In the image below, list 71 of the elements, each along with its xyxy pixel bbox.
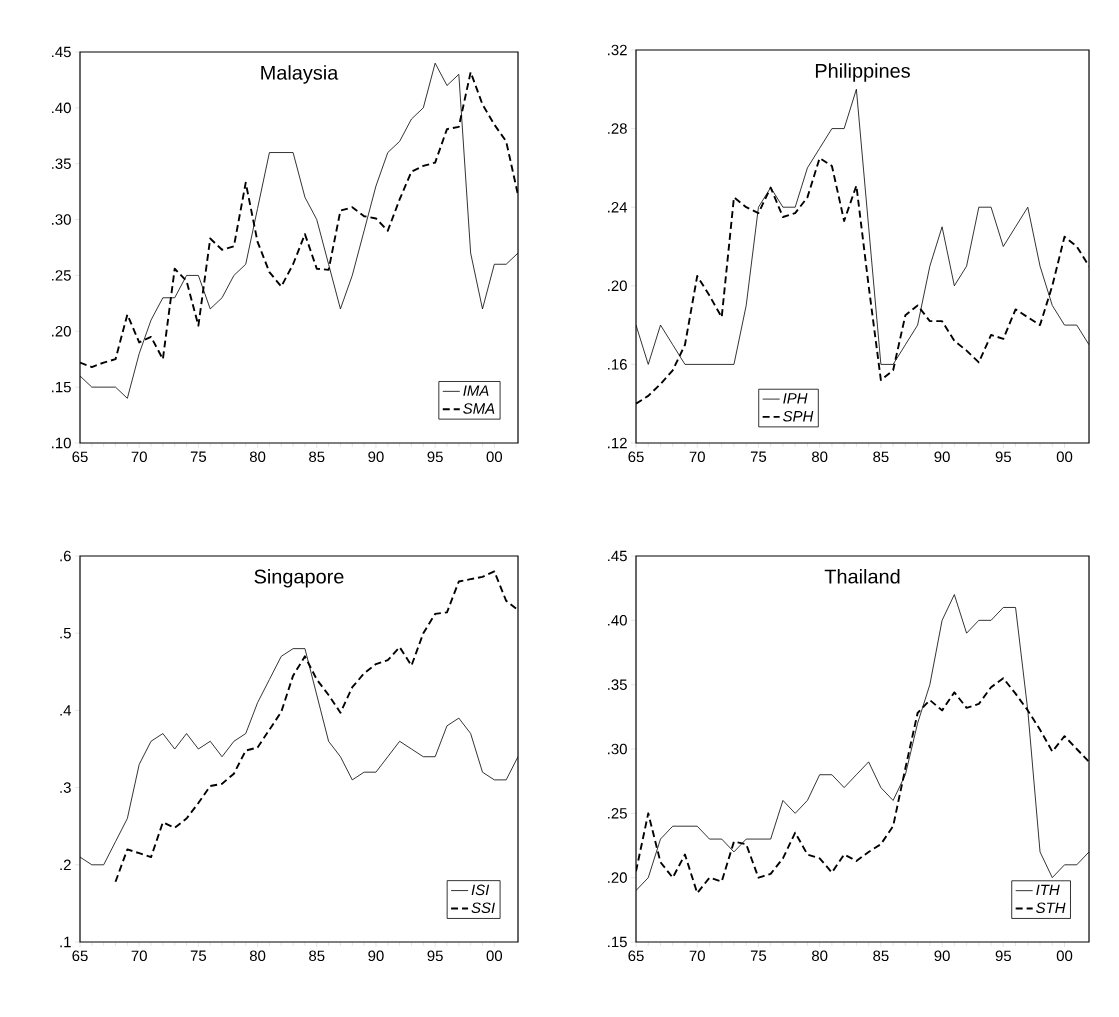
x-tick-label: 85 (309, 451, 325, 463)
y-tick-label: .30 (52, 214, 71, 225)
text: Singapore (254, 568, 344, 588)
x-tick-label: 70 (131, 451, 147, 463)
y-tick-label: .1 (60, 936, 71, 948)
text: Philippines (815, 63, 910, 82)
y-tick-label: .15 (52, 381, 71, 393)
y-tick-label: .25 (608, 808, 627, 819)
text: Thailand (824, 568, 900, 584)
x-tick-label: 85 (873, 950, 889, 962)
y-tick-label: .5 (60, 627, 71, 639)
text: Malaysia (261, 65, 339, 84)
x-tick-label: 95 (427, 451, 443, 463)
y-tick-label: .30 (608, 743, 627, 755)
x-tick-label: 70 (689, 950, 705, 962)
legend-label: ISI (471, 884, 490, 896)
x-tick-label: 90 (368, 950, 384, 962)
x-tick-label: 00 (486, 451, 503, 463)
y-tick-label: .32 (608, 44, 627, 56)
x-tick-label: 75 (190, 451, 207, 462)
x-tick-label: 90 (934, 950, 950, 962)
x-tick-label: 95 (427, 950, 443, 962)
y-tick-label: .2 (60, 859, 71, 871)
legend-label: SMA (463, 403, 495, 414)
y-tick-label: .6 (60, 550, 71, 562)
y-tick-label: .20 (608, 872, 627, 883)
x-tick-label: 85 (873, 451, 889, 463)
x-tick-label: 65 (628, 950, 644, 962)
y-tick-label: .35 (52, 158, 71, 169)
x-tick-label: 90 (368, 451, 384, 463)
x-tick-label: 00 (1056, 451, 1073, 463)
y-tick-label: .20 (52, 325, 71, 337)
legend-label: SPH (783, 410, 814, 422)
legend-label: IMA (463, 385, 489, 396)
x-tick-label: 80 (249, 950, 266, 962)
y-tick-label: .10 (52, 437, 71, 449)
y-tick-label: .40 (52, 102, 71, 114)
legend-label: SSI (471, 902, 495, 914)
x-tick-label: 75 (750, 451, 767, 462)
y-tick-label: .3 (60, 782, 71, 793)
y-tick-label: .40 (608, 615, 627, 626)
y-tick-label: .45 (52, 46, 71, 58)
y-tick-label: .45 (608, 550, 627, 562)
y-tick-label: .25 (52, 270, 71, 281)
y-tick-label: .24 (608, 201, 628, 213)
x-tick-label: 95 (995, 950, 1011, 962)
x-tick-label: 85 (309, 950, 325, 962)
x-tick-label: 80 (812, 451, 828, 463)
x-tick-label: 65 (72, 950, 88, 962)
x-tick-label: 75 (190, 950, 207, 961)
legend-label: STH (1036, 902, 1066, 914)
y-tick-label: .15 (608, 936, 627, 948)
y-tick-label: .28 (608, 123, 627, 134)
y-tick-label: .20 (608, 280, 627, 292)
x-tick-label: 95 (995, 451, 1011, 463)
legend-label: IPH (783, 393, 808, 404)
y-tick-label: .16 (608, 359, 627, 370)
x-tick-label: 65 (72, 451, 88, 463)
x-tick-label: 80 (249, 451, 266, 463)
x-tick-label: 75 (750, 950, 767, 961)
y-tick-label: .4 (60, 705, 72, 716)
x-tick-label: 00 (486, 950, 503, 962)
x-tick-label: 80 (812, 950, 828, 962)
x-tick-label: 00 (1056, 950, 1073, 962)
x-tick-label: 90 (934, 451, 950, 463)
y-tick-label: .35 (608, 679, 627, 690)
legend-label: ITH (1036, 884, 1060, 896)
x-tick-label: 70 (689, 451, 705, 463)
y-tick-label: .12 (608, 437, 627, 449)
x-tick-label: 65 (628, 451, 644, 463)
x-tick-label: 70 (131, 950, 147, 962)
